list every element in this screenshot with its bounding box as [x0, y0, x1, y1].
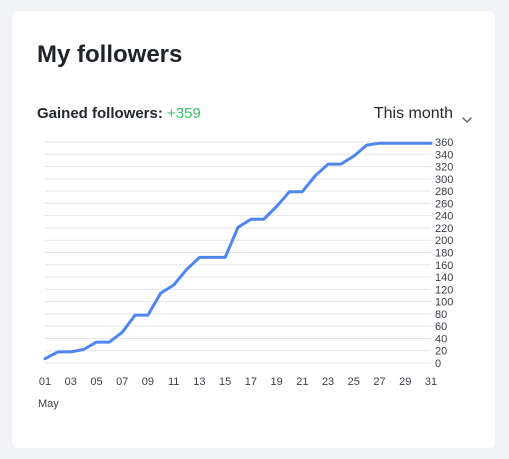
chevron-down-icon	[461, 110, 473, 123]
x-tick-label: 13	[193, 376, 205, 388]
y-axis: 0204060801001201401601802002202402602803…	[435, 137, 453, 370]
y-tick-label: 60	[435, 321, 447, 333]
x-tick-label: 23	[322, 376, 334, 388]
y-tick-label: 40	[435, 333, 447, 345]
month-label: May	[38, 398, 59, 410]
x-tick-label: 31	[425, 376, 437, 388]
x-tick-label: 11	[168, 376, 179, 388]
followers-card: My followers Gained followers: +359 This…	[12, 11, 495, 448]
followers-line-chart: 0204060801001201401601802002202402602803…	[39, 137, 453, 388]
y-tick-label: 320	[435, 162, 453, 174]
y-tick-label: 220	[435, 223, 453, 235]
y-tick-label: 160	[435, 260, 453, 272]
period-dropdown[interactable]: This month	[374, 104, 473, 124]
y-tick-label: 0	[435, 358, 441, 370]
y-tick-label: 260	[435, 198, 453, 210]
x-tick-label: 05	[90, 376, 102, 388]
y-tick-label: 240	[435, 211, 453, 223]
x-tick-label: 27	[373, 376, 385, 388]
x-tick-label: 03	[65, 376, 77, 388]
x-tick-label: 15	[219, 376, 231, 388]
y-tick-label: 20	[435, 346, 447, 358]
chart-series	[43, 141, 433, 361]
y-tick-label: 100	[435, 297, 453, 309]
y-tick-label: 300	[435, 174, 453, 186]
y-tick-label: 280	[435, 186, 453, 198]
card-title: My followers	[37, 41, 183, 68]
y-tick-label: 140	[435, 272, 453, 284]
y-tick-label: 180	[435, 248, 453, 260]
x-tick-label: 07	[116, 376, 128, 388]
x-tick-label: 29	[399, 376, 411, 388]
gained-followers-value: +359	[167, 105, 201, 122]
y-tick-label: 200	[435, 235, 453, 247]
gained-followers-label: Gained followers:	[37, 105, 163, 122]
followers-series-line	[43, 141, 433, 361]
gained-followers: Gained followers: +359	[37, 105, 201, 123]
x-tick-label: 25	[348, 376, 360, 388]
y-tick-label: 360	[435, 137, 453, 149]
period-dropdown-label: This month	[373, 105, 453, 122]
y-tick-label: 80	[435, 309, 447, 321]
x-tick-label: 01	[39, 376, 51, 388]
chart-grid	[45, 141, 431, 364]
y-tick-label: 340	[435, 149, 453, 161]
x-axis: 01 03 05 07 09 11 13 15 17 19 21 23 25 27 29 31	[39, 376, 437, 388]
x-tick-label: 21	[296, 376, 308, 388]
x-tick-label: 17	[245, 376, 257, 388]
y-tick-label: 120	[435, 284, 453, 296]
x-tick-label: 19	[270, 376, 282, 388]
x-tick-label: 09	[142, 376, 154, 388]
